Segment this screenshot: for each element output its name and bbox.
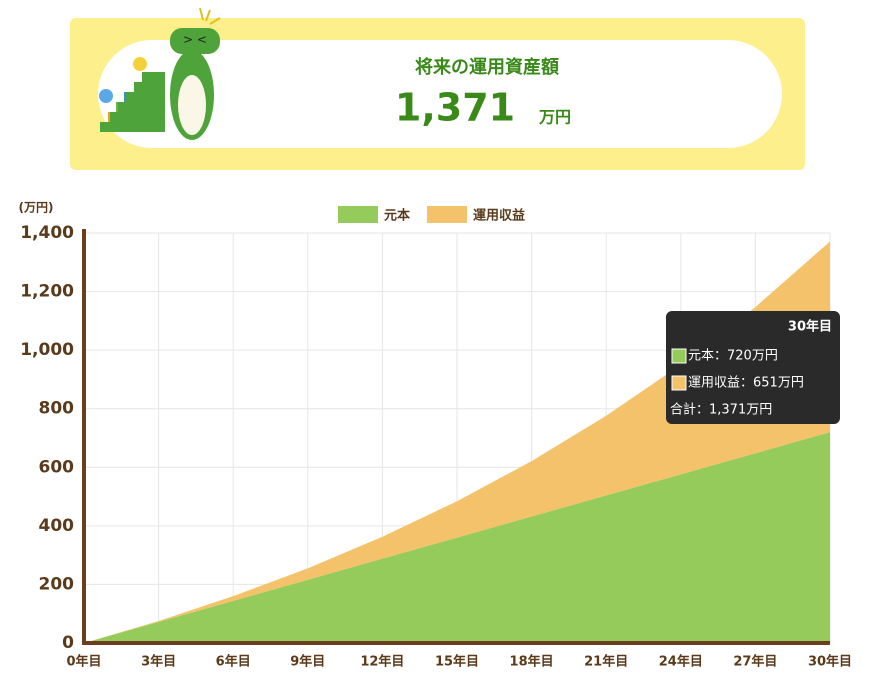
area: [84, 241, 830, 643]
x-tick-label: 30年目: [808, 654, 852, 670]
tooltip-swatch: [671, 375, 687, 391]
tooltip-swatch: [671, 348, 687, 364]
y-tick-label: 400: [39, 516, 75, 536]
svg-text:> <: > <: [183, 33, 207, 47]
tooltip-line: 合計：1,371万円: [670, 402, 772, 418]
tooltip-title: 30年目: [788, 319, 832, 335]
x-tick-label: 15年目: [435, 654, 479, 670]
legend-swatch: [338, 206, 378, 223]
y-tick-label: 0: [62, 633, 74, 653]
x-tick-label: 18年目: [510, 654, 554, 670]
header-unit: 万円: [538, 108, 571, 127]
x-tick-label: 3年目: [141, 654, 176, 670]
tooltip-line: 元本：720万円: [688, 349, 778, 364]
y-tick-label: 1,000: [20, 340, 74, 360]
header-pill: [98, 40, 782, 148]
chart: 0 200 400 600 800 1,000 1,200 1,400 0年目 3年目 6年目 9年目…: [20, 206, 852, 670]
y-axis-label: (万円): [19, 201, 54, 215]
x-tick-label: 6年目: [216, 654, 251, 670]
x-tick-label: 24年目: [659, 654, 703, 670]
legend-swatch: [427, 206, 467, 223]
tooltip-box: [666, 311, 840, 424]
x-tick-label: 0年目: [66, 654, 101, 670]
header-title: 将来の運用資産額: [415, 56, 559, 78]
x-tick-label: 27年目: [733, 654, 777, 670]
mascot: > <: [99, 7, 221, 140]
tooltip-line: 運用収益：651万円: [688, 376, 804, 391]
x-tick-label: 21年目: [584, 654, 628, 670]
x-tick-label: 9年目: [290, 654, 325, 670]
legend-label: 元本: [384, 208, 410, 224]
y-tick-label: 600: [39, 457, 75, 477]
x-tick-label: 12年目: [360, 654, 404, 670]
y-tick-label: 200: [39, 574, 75, 594]
legend-label: 運用収益: [473, 208, 525, 224]
header-amount: 1,371: [395, 86, 515, 130]
y-tick-label: 1,200: [20, 282, 74, 302]
y-tick-label: 800: [39, 399, 75, 419]
y-tick-label: 1,400: [20, 223, 74, 243]
